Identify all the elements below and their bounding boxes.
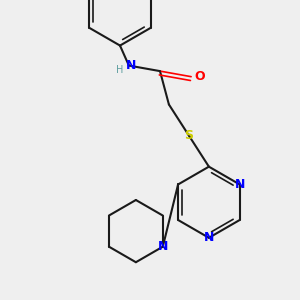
Text: O: O <box>195 70 205 83</box>
Text: N: N <box>126 59 136 72</box>
Text: N: N <box>235 178 245 191</box>
Text: N: N <box>158 240 168 253</box>
Text: N: N <box>204 231 214 244</box>
Text: S: S <box>184 129 194 142</box>
Text: H: H <box>116 65 124 75</box>
